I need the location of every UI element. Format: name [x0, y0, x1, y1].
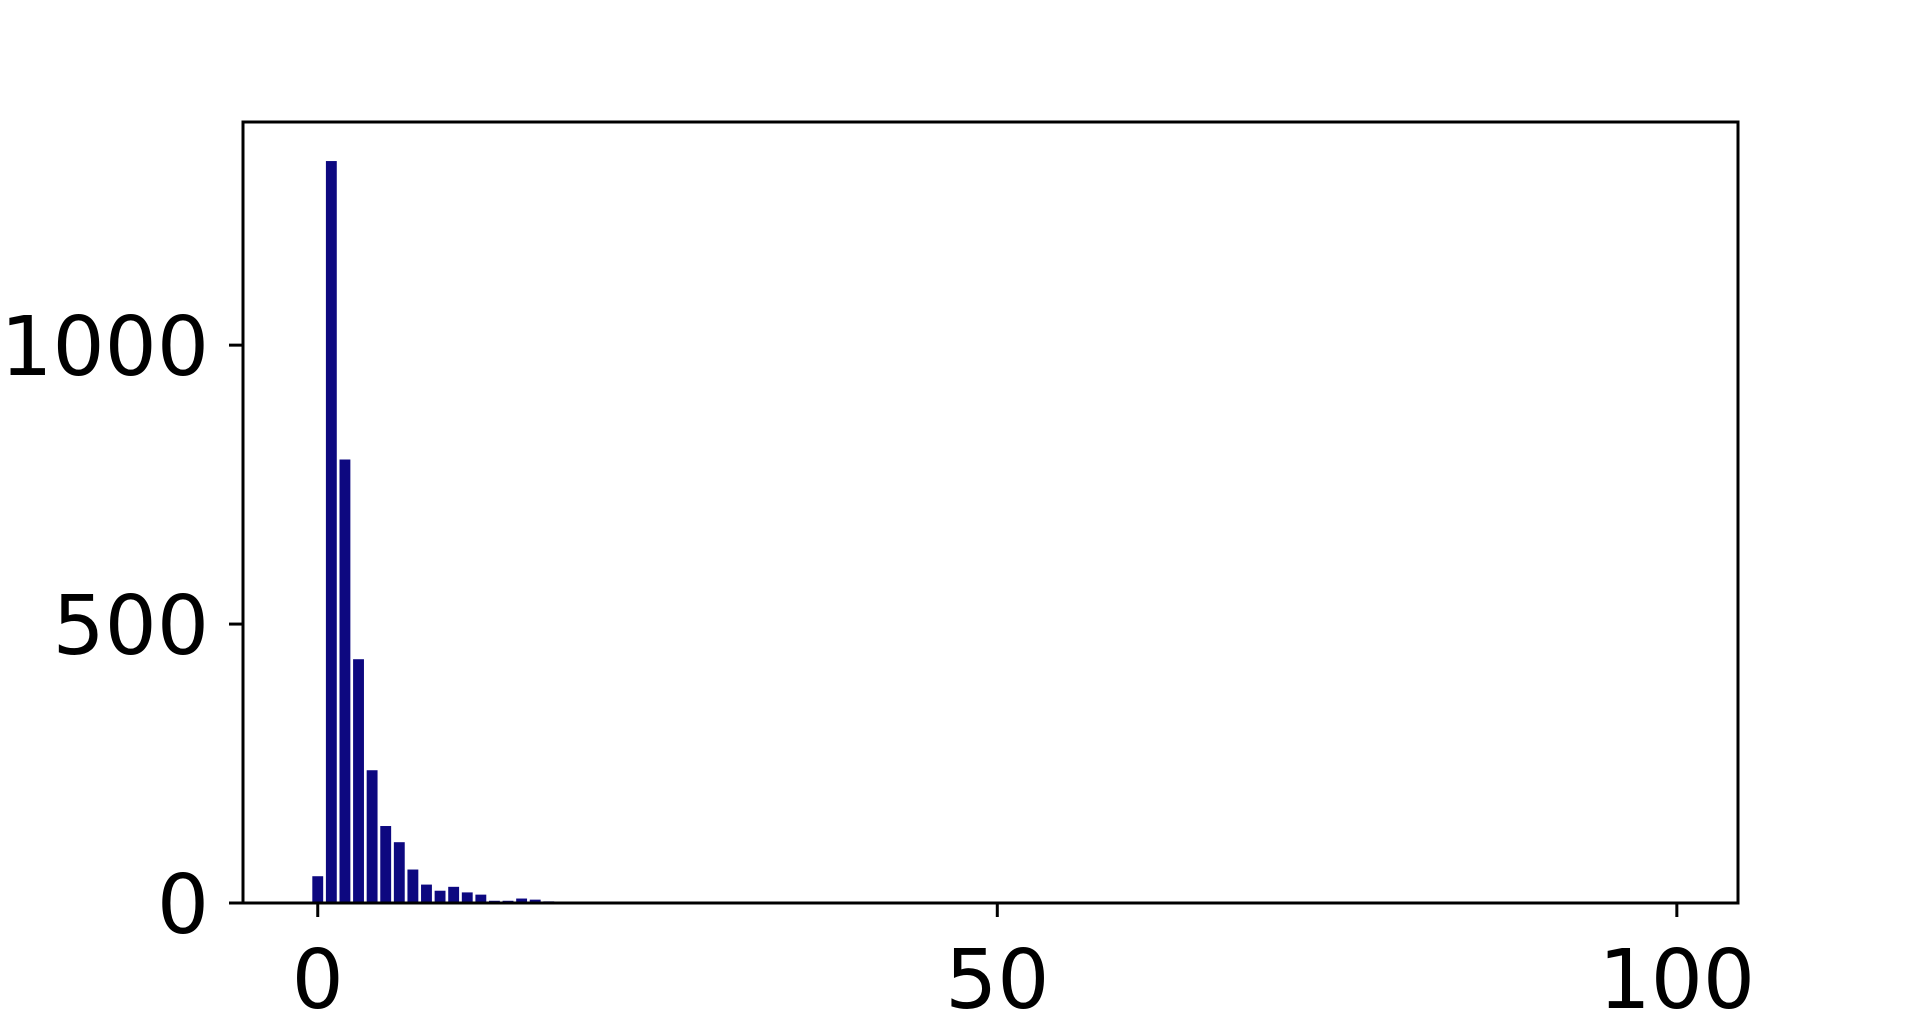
x-axis: 0 50 100 [292, 903, 1755, 1009]
x-tick-label: 100 [1599, 933, 1756, 1009]
bar-15 [516, 898, 528, 903]
bars-group [312, 161, 555, 904]
bar-10 [448, 886, 460, 903]
bar-0 [312, 876, 324, 903]
bar-7 [407, 869, 419, 903]
x-tick-label: 0 [292, 933, 344, 1009]
bar-2 [339, 459, 351, 903]
plot-frame [241, 120, 1740, 905]
y-axis: 0 500 1000 [0, 300, 243, 953]
y-tick-label: 500 [52, 579, 209, 674]
y-tick-label: 0 [157, 858, 209, 953]
bar-1 [325, 161, 337, 904]
bar-3 [353, 659, 364, 903]
x-tick-label: 50 [945, 933, 1049, 1009]
bar-9 [434, 890, 446, 903]
bar-8 [421, 884, 432, 903]
bar-16 [529, 899, 541, 903]
bar-6 [393, 842, 405, 903]
bar-5 [380, 826, 392, 903]
bar-12 [475, 894, 487, 903]
bar-4 [366, 770, 378, 903]
y-tick-label: 1000 [0, 300, 209, 395]
bar-11 [461, 892, 473, 903]
